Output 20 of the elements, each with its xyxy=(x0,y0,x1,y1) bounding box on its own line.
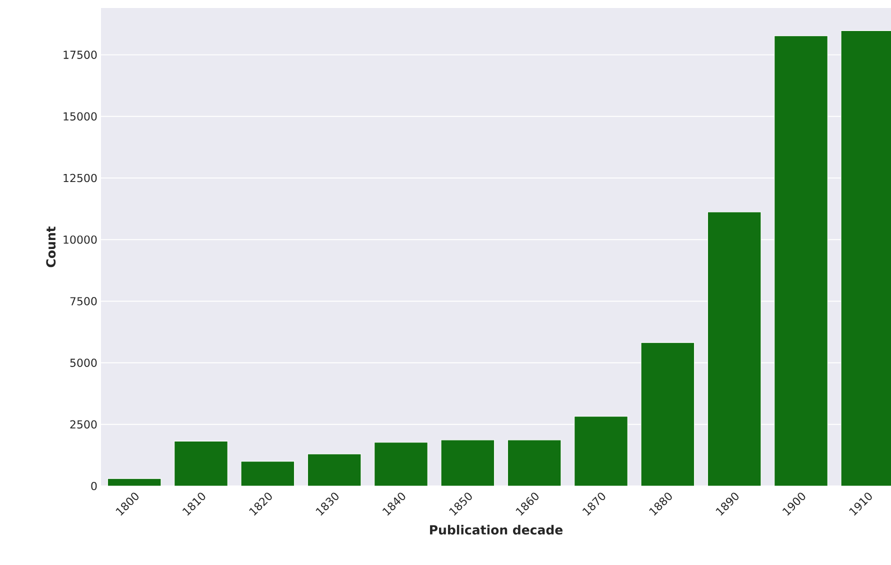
bar xyxy=(308,454,362,486)
y-tick-label: 0 xyxy=(91,482,97,490)
y-tick-label: 17500 xyxy=(64,50,97,59)
y-tick-label: 15000 xyxy=(64,112,97,121)
bar xyxy=(708,212,762,486)
y-tick-label: 12500 xyxy=(64,174,97,182)
bar xyxy=(774,36,828,486)
bar xyxy=(374,442,428,486)
bar xyxy=(508,440,562,486)
bar xyxy=(441,440,494,486)
bar xyxy=(574,416,628,486)
y-tick-label: 5000 xyxy=(70,358,97,367)
bar xyxy=(241,461,294,486)
bar xyxy=(641,342,694,486)
y-tick-label: 2500 xyxy=(70,420,97,429)
x-axis-title: Publication decade xyxy=(430,524,563,535)
y-tick-label: 7500 xyxy=(70,297,97,306)
y-axis-title: Count xyxy=(46,226,56,268)
bar xyxy=(174,441,228,486)
y-tick-label: 10000 xyxy=(64,235,97,244)
